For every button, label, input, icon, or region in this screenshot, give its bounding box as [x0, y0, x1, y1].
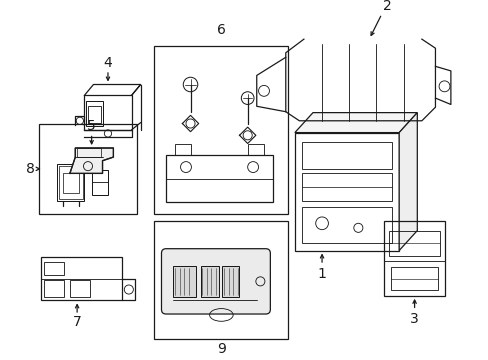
- Text: 5: 5: [87, 119, 96, 133]
- Text: 7: 7: [73, 315, 81, 329]
- Bar: [302, 141, 391, 169]
- Bar: [70, 280, 90, 297]
- Bar: [383, 221, 445, 296]
- Bar: [44, 280, 64, 297]
- Text: 2: 2: [382, 0, 391, 13]
- Bar: [59, 166, 82, 199]
- Text: 8: 8: [25, 162, 34, 176]
- Bar: [154, 46, 288, 214]
- Bar: [154, 221, 288, 338]
- Bar: [62, 174, 79, 193]
- Bar: [44, 262, 64, 275]
- Bar: [88, 106, 101, 123]
- Bar: [175, 144, 191, 155]
- Bar: [77, 148, 101, 157]
- Bar: [200, 266, 218, 297]
- Polygon shape: [294, 113, 416, 132]
- Text: 6: 6: [217, 23, 225, 37]
- Text: 3: 3: [409, 312, 418, 327]
- Polygon shape: [398, 113, 416, 251]
- Bar: [294, 132, 398, 251]
- Polygon shape: [70, 148, 113, 174]
- Bar: [41, 257, 122, 300]
- Bar: [84, 95, 131, 130]
- Bar: [173, 266, 196, 297]
- Text: 4: 4: [103, 56, 112, 70]
- FancyBboxPatch shape: [161, 249, 270, 314]
- Bar: [302, 207, 391, 243]
- Bar: [390, 267, 437, 291]
- Bar: [39, 123, 137, 214]
- Bar: [86, 101, 102, 126]
- Bar: [247, 144, 264, 155]
- Bar: [166, 155, 272, 202]
- Bar: [222, 266, 238, 297]
- Bar: [57, 164, 84, 201]
- Bar: [388, 230, 439, 256]
- Bar: [302, 174, 391, 201]
- Text: 9: 9: [217, 342, 225, 356]
- Bar: [91, 170, 108, 195]
- Text: 1: 1: [317, 267, 326, 281]
